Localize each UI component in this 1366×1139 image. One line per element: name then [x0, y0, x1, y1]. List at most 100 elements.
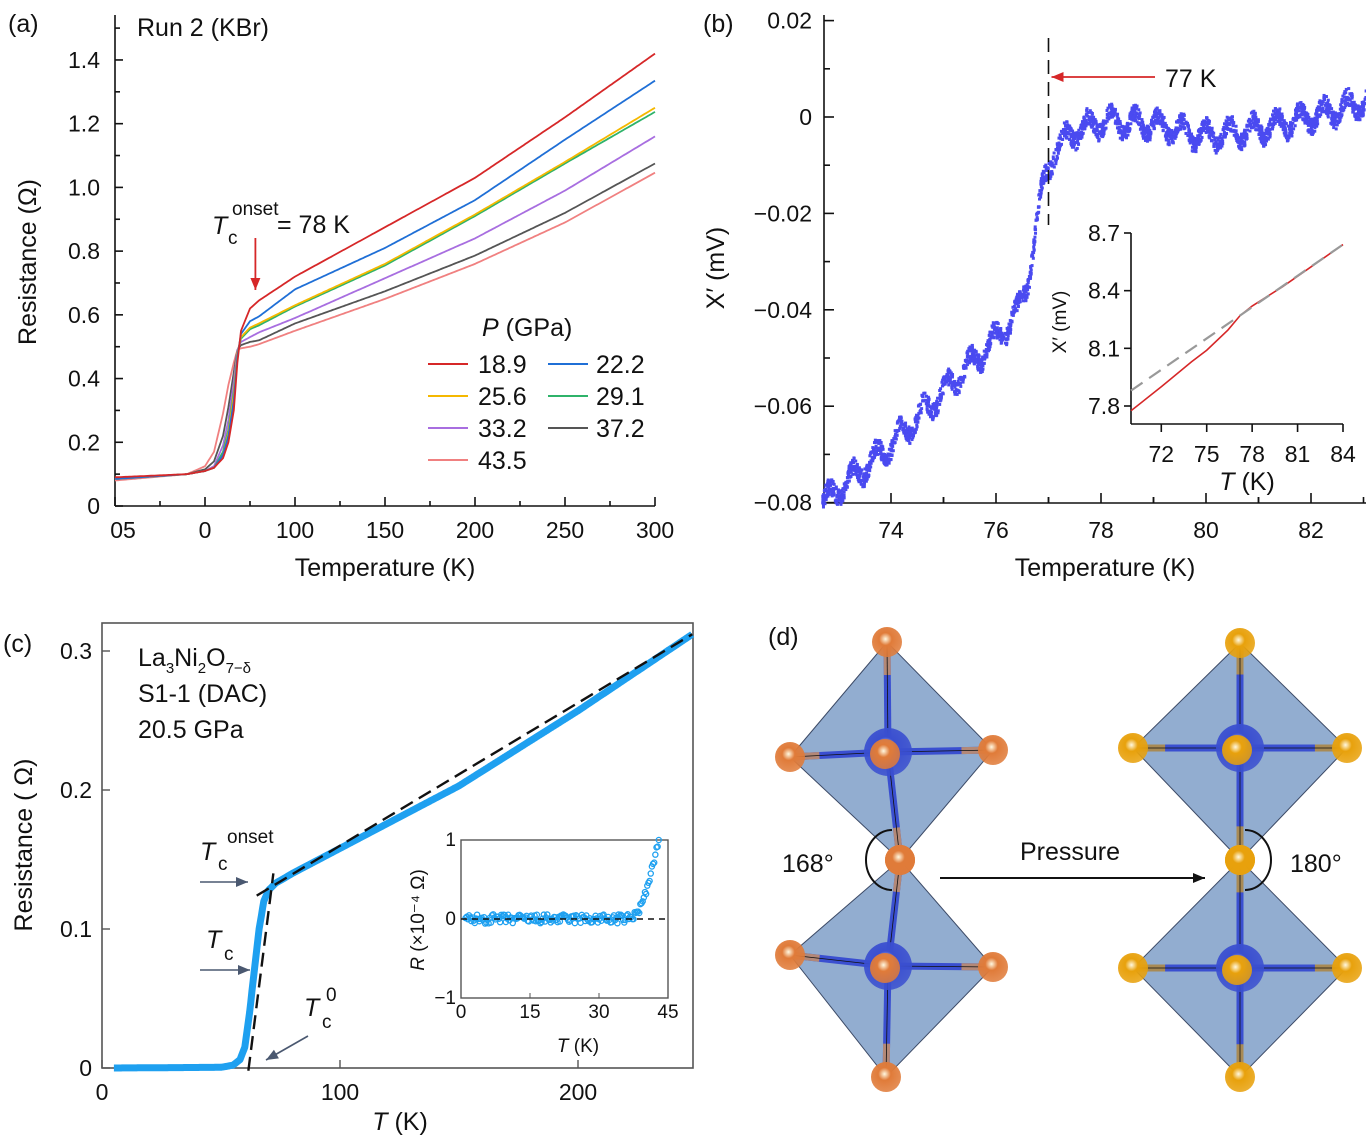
data-point	[1259, 138, 1263, 142]
data-point	[1322, 98, 1326, 102]
data-point	[1044, 178, 1048, 182]
data-point	[828, 483, 832, 487]
data-point	[950, 385, 954, 389]
data-point	[1303, 113, 1307, 117]
data-point	[1272, 120, 1276, 124]
right-angle-label: 180°	[1290, 850, 1342, 878]
data-point	[944, 379, 948, 383]
x-tick-label: 100	[321, 1079, 359, 1105]
data-point	[1358, 118, 1362, 122]
data-point	[1144, 127, 1148, 131]
data-point	[1214, 142, 1218, 146]
data-point	[1133, 109, 1137, 113]
data-point	[1117, 117, 1121, 121]
data-point	[1213, 148, 1217, 152]
data-point	[1118, 136, 1122, 140]
data-point	[1279, 115, 1283, 119]
data-point	[1023, 287, 1027, 291]
data-point	[1105, 119, 1109, 123]
data-point	[1118, 131, 1122, 135]
data-point	[1129, 113, 1133, 117]
data-point	[1352, 102, 1356, 106]
data-point	[1121, 125, 1125, 129]
data-point	[1050, 172, 1054, 176]
data-point	[863, 478, 867, 482]
data-point	[1207, 119, 1211, 123]
inset-y-tick-label: 7.8	[1088, 393, 1120, 419]
data-point	[1100, 127, 1104, 131]
tc-sub: c	[224, 944, 234, 965]
fit-dashed-line	[247, 873, 275, 1071]
data-point	[853, 472, 857, 476]
data-point	[1110, 102, 1114, 106]
data-point	[889, 442, 893, 446]
data-point	[1157, 121, 1161, 125]
data-point	[1147, 130, 1151, 134]
data-point	[1066, 132, 1070, 136]
data-point	[965, 355, 969, 359]
x-tick-label: 0	[96, 1079, 109, 1105]
inset-b-ylabel: X′ (mV)	[1050, 291, 1071, 354]
data-point	[953, 385, 957, 389]
data-point	[1259, 135, 1263, 139]
data-point	[988, 338, 992, 342]
data-point	[1123, 125, 1127, 129]
data-point	[1102, 129, 1106, 133]
data-point	[1072, 145, 1076, 149]
data-point	[1175, 120, 1179, 124]
data-point	[1130, 117, 1134, 121]
data-point	[880, 447, 884, 451]
data-point	[1135, 104, 1139, 108]
data-point	[1316, 115, 1320, 119]
data-point	[849, 475, 853, 479]
data-point	[1231, 123, 1235, 127]
data-point	[1313, 116, 1317, 120]
data-point	[1050, 164, 1054, 168]
data-point	[1280, 117, 1284, 121]
data-point	[869, 465, 873, 469]
data-point	[1214, 140, 1218, 144]
data-point	[1018, 299, 1022, 303]
data-point	[1294, 112, 1298, 116]
y-tick-label: 0.4	[68, 366, 100, 392]
data-point	[1246, 128, 1250, 132]
data-point	[1026, 281, 1030, 285]
data-point	[1339, 103, 1343, 107]
data-point	[1199, 129, 1203, 133]
data-point	[1105, 116, 1109, 120]
data-point	[1115, 126, 1119, 130]
data-point	[1343, 106, 1347, 110]
formula-part: Ni	[174, 644, 198, 672]
data-point	[1249, 126, 1253, 130]
data-point	[1001, 337, 1005, 341]
data-point	[987, 349, 991, 353]
data-point	[1205, 124, 1209, 128]
data-point	[1031, 254, 1035, 258]
data-point	[879, 441, 883, 445]
data-point	[1298, 105, 1302, 109]
data-point	[1059, 129, 1063, 133]
data-point	[939, 398, 943, 402]
data-point	[1068, 124, 1072, 128]
data-point	[877, 439, 881, 443]
tc-zero-arrow-head	[266, 1049, 279, 1060]
data-point	[1116, 122, 1120, 126]
data-point	[915, 423, 919, 427]
data-point	[1274, 115, 1278, 119]
data-point	[1205, 117, 1209, 121]
data-point	[916, 420, 920, 424]
data-point	[1115, 114, 1119, 118]
data-point	[982, 356, 986, 360]
data-point	[887, 447, 891, 451]
data-point	[941, 391, 945, 395]
data-point	[956, 383, 960, 387]
data-point	[1270, 126, 1274, 130]
data-point	[1187, 138, 1191, 142]
data-point	[978, 359, 982, 363]
data-point	[1323, 103, 1327, 107]
x-tick-label: 82	[1298, 517, 1324, 543]
data-point	[1198, 133, 1202, 137]
data-point	[1300, 107, 1304, 111]
data-point	[854, 468, 858, 472]
data-point	[1154, 114, 1158, 118]
